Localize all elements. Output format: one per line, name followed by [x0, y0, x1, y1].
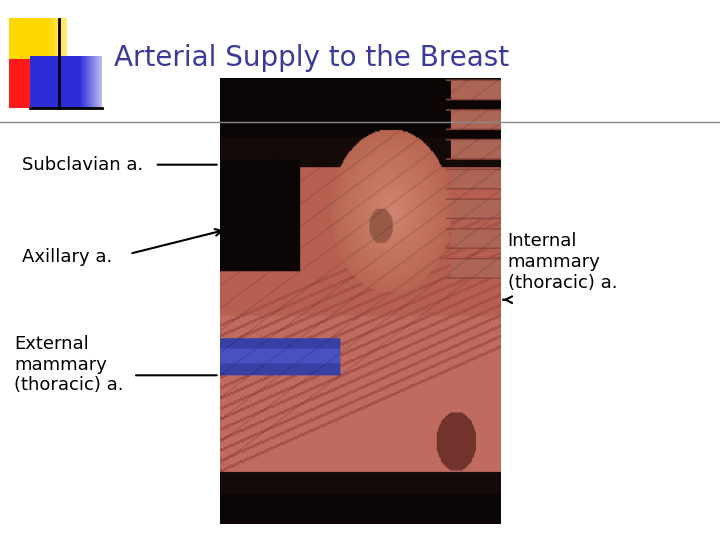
- Text: Subclavian a.: Subclavian a.: [22, 156, 143, 174]
- Text: Arterial Supply to the Breast: Arterial Supply to the Breast: [114, 44, 509, 72]
- Text: Axillary a.: Axillary a.: [22, 247, 112, 266]
- Text: Internal
mammary
(thoracic) a.: Internal mammary (thoracic) a.: [508, 232, 617, 292]
- Text: External
mammary
(thoracic) a.: External mammary (thoracic) a.: [14, 335, 124, 394]
